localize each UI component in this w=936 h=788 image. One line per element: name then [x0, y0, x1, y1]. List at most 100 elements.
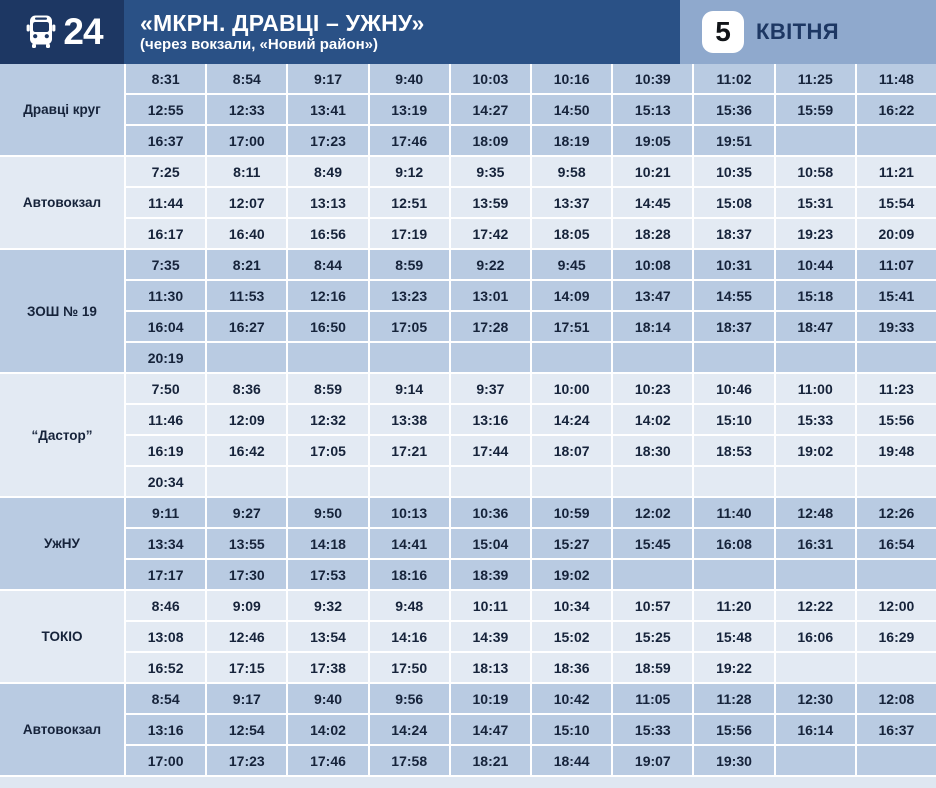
departure-cell: 10:21	[611, 157, 693, 188]
departure-cell: 14:18	[286, 529, 368, 560]
departure-cell: 8:31	[124, 64, 206, 95]
station-name: ТОКІО	[0, 591, 124, 684]
departure-cell: 17:15	[205, 653, 287, 684]
departure-cell: 15:08	[692, 188, 774, 219]
departure-cell: 12:22	[773, 591, 855, 622]
departure-cell: 9:27	[205, 498, 287, 529]
departure-cell: 10:13	[367, 498, 449, 529]
departure-cell: 8:36	[205, 374, 287, 405]
table-row: 13:16 12:54 14:02 14:24 14:47 15:10 15:33 15:56…	[124, 715, 936, 746]
departure-cell: 18:30	[611, 436, 693, 467]
departure-cell: 13:01	[448, 281, 531, 312]
departure-cell: 11:05	[611, 684, 693, 715]
departure-cell: 20:19	[124, 343, 206, 374]
station-block: ЗОШ № 19 7:35 8:21 8:44 8:59 9:22 9:45 10:08 10:…	[0, 250, 936, 374]
departure-cell: 16:52	[124, 653, 206, 684]
departure-cell: 15:41	[854, 281, 936, 312]
departure-cell: 7:35	[124, 250, 206, 281]
departure-cell: 12:08	[854, 684, 936, 715]
departure-cell: 14:27	[448, 95, 531, 126]
departure-cell: 10:42	[530, 684, 612, 715]
departure-cell: 16:29	[854, 622, 936, 653]
route-title-sub: (через вокзали, «Новий район»)	[140, 35, 379, 53]
departure-cell: 8:21	[205, 250, 287, 281]
departure-cell-empty	[854, 126, 936, 157]
station-name: ЗОШ № 19	[0, 250, 124, 374]
departure-cell: 18:05	[530, 219, 612, 250]
table-row: 16:04 16:27 16:50 17:05 17:28 17:51 18:14 18:37…	[124, 312, 936, 343]
departure-cell: 17:50	[367, 653, 449, 684]
departure-cell: 17:53	[286, 560, 368, 591]
table-row: 11:30 11:53 12:16 13:23 13:01 14:09 13:47 14:55…	[124, 281, 936, 312]
departure-cell: 8:46	[124, 591, 206, 622]
departure-cell-empty	[448, 343, 531, 374]
departure-cell: 19:02	[530, 560, 612, 591]
departure-cell: 9:11	[124, 498, 206, 529]
departure-cell: 18:37	[692, 312, 774, 343]
departure-cell: 14:41	[367, 529, 449, 560]
departure-cell: 16:50	[286, 312, 368, 343]
departure-cell: 14:24	[367, 715, 449, 746]
departure-cell: 11:30	[124, 281, 206, 312]
departure-cell: 15:02	[530, 622, 612, 653]
departure-cell: 18:19	[530, 126, 612, 157]
departure-cell: 11:44	[124, 188, 206, 219]
departure-cell: 10:34	[530, 591, 612, 622]
date-block: 5 КВІТНЯ	[680, 0, 936, 64]
departure-cell: 17:58	[367, 746, 449, 777]
departure-cell-empty	[692, 343, 774, 374]
departure-cell: 15:25	[611, 622, 693, 653]
station-name: УжНУ	[0, 498, 124, 591]
departure-cell: 14:09	[530, 281, 612, 312]
table-row: 7:50 8:36 8:59 9:14 9:37 10:00 10:23 10:46 11:00…	[124, 374, 936, 405]
table-row: 11:44 12:07 13:13 12:51 13:59 13:37 14:45 15:08…	[124, 188, 936, 219]
departure-cell: 11:53	[205, 281, 287, 312]
departure-cell: 9:58	[530, 157, 612, 188]
bus-front-icon	[21, 12, 61, 52]
departure-cell: 13:47	[611, 281, 693, 312]
departure-cell-empty	[854, 467, 936, 498]
departure-cell: 8:44	[286, 250, 368, 281]
departure-cell: 8:11	[205, 157, 287, 188]
departure-cell: 19:07	[611, 746, 693, 777]
departure-cell: 18:39	[448, 560, 531, 591]
table-row: 8:46 9:09 9:32 9:48 10:11 10:34 10:57 11:20 12:2…	[124, 591, 936, 622]
departure-cell-empty	[854, 746, 936, 777]
departure-cell: 10:35	[692, 157, 774, 188]
departure-cell: 13:19	[367, 95, 449, 126]
station-name: Автовокзал	[0, 684, 124, 777]
departure-cell: 11:48	[854, 64, 936, 95]
table-row: 13:08 12:46 13:54 14:16 14:39 15:02 15:25 15:48…	[124, 622, 936, 653]
departure-cell: 12:48	[773, 498, 855, 529]
departure-cell: 18:36	[530, 653, 612, 684]
station-rows: 8:46 9:09 9:32 9:48 10:11 10:34 10:57 11:20 12:2…	[124, 591, 936, 684]
departure-cell: 13:34	[124, 529, 206, 560]
departure-cell: 14:45	[611, 188, 693, 219]
departure-cell: 15:31	[773, 188, 855, 219]
departure-cell: 16:56	[286, 219, 368, 250]
departure-cell: 16:40	[205, 219, 287, 250]
departure-cell-empty	[530, 343, 612, 374]
departure-cell: 16:27	[205, 312, 287, 343]
departure-cell: 15:56	[854, 405, 936, 436]
table-row: 16:37 17:00 17:23 17:46 18:09 18:19 19:05 19:51	[124, 126, 936, 157]
departure-cell: 15:10	[692, 405, 774, 436]
departure-cell-empty	[854, 653, 936, 684]
departure-cell: 9:17	[205, 684, 287, 715]
departure-cell-empty	[367, 467, 449, 498]
departure-cell: 17:05	[367, 312, 449, 343]
departure-cell: 12:51	[367, 188, 449, 219]
departure-cell-empty	[773, 746, 855, 777]
departure-cell: 17:51	[530, 312, 612, 343]
departure-cell: 17:23	[286, 126, 368, 157]
departure-cell: 8:49	[286, 157, 368, 188]
station-rows: 7:50 8:36 8:59 9:14 9:37 10:00 10:23 10:46 11:00…	[124, 374, 936, 498]
station-rows: 8:54 9:17 9:40 9:56 10:19 10:42 11:05 11:28 12:3…	[124, 684, 936, 777]
departure-cell: 10:03	[448, 64, 531, 95]
departure-cell: 16:31	[773, 529, 855, 560]
departure-cell: 15:54	[854, 188, 936, 219]
station-name: Автовокзал	[0, 157, 124, 250]
table-row: 9:11 9:27 9:50 10:13 10:36 10:59 12:02 11:40 12:…	[124, 498, 936, 529]
departure-cell: 17:38	[286, 653, 368, 684]
departure-cell-empty	[692, 560, 774, 591]
